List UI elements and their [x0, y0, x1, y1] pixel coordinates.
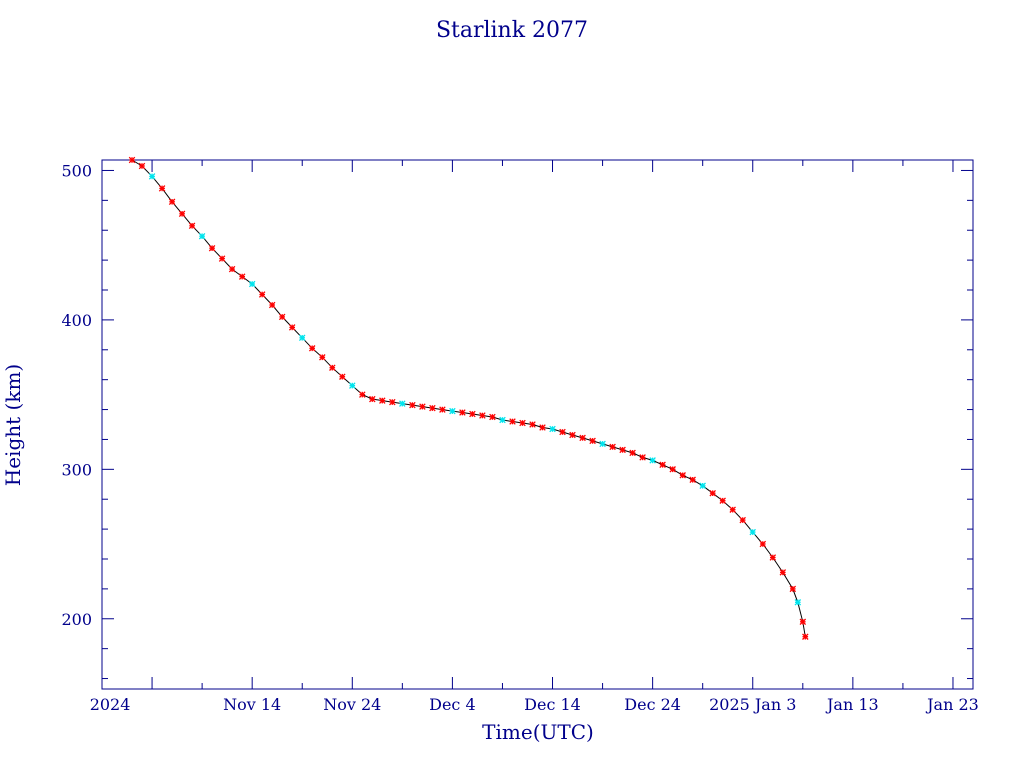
data-point [198, 232, 206, 240]
data-point [419, 403, 426, 410]
data-point [729, 506, 736, 513]
chart-title: Starlink 2077 [436, 18, 588, 43]
data-point [329, 364, 336, 371]
x-axis-label: Time(UTC) [482, 720, 594, 744]
data-point [308, 345, 316, 352]
data-point [268, 301, 276, 309]
data-point [794, 599, 802, 606]
data-point [128, 156, 136, 164]
data-point [379, 397, 386, 404]
data-point [639, 454, 646, 461]
y-tick-label: 500 [61, 161, 92, 180]
data-point [759, 540, 767, 548]
data-point [719, 497, 726, 504]
x-tick-label: Dec 14 [524, 695, 581, 714]
data-point [679, 472, 686, 479]
data-point [689, 476, 696, 484]
y-tick-label: 200 [61, 610, 92, 629]
data-point [699, 482, 706, 490]
data-point [489, 413, 496, 421]
data-point [319, 354, 326, 361]
x-tick-label: 2024 [90, 695, 131, 714]
x-tick-label: Nov 14 [223, 695, 281, 714]
data-point [258, 291, 266, 298]
y-axis-label: Height (km) [1, 364, 25, 486]
data-point [749, 528, 756, 536]
data-point [659, 461, 666, 469]
data-point [138, 162, 146, 170]
data-point [569, 431, 576, 439]
data-point [499, 416, 506, 424]
x-tick-label: Nov 24 [323, 695, 381, 714]
plot-frame [101, 159, 974, 690]
data-point [389, 398, 396, 406]
data-point [599, 440, 606, 448]
data-point [559, 428, 566, 436]
data-point [739, 516, 746, 524]
decay-line [131, 159, 806, 637]
axis-ticks [101, 160, 973, 689]
data-point [619, 446, 626, 454]
data-point [148, 173, 156, 180]
data-point [799, 618, 807, 626]
y-tick-labels: 200 300 400 500 [61, 161, 92, 628]
data-point [188, 222, 196, 230]
data-point [539, 424, 546, 431]
data-point [579, 434, 586, 442]
data-point [789, 585, 797, 593]
data-point [359, 391, 366, 398]
data-point [178, 210, 186, 218]
data-point [629, 449, 636, 457]
data-point [228, 265, 236, 273]
data-point [369, 395, 376, 403]
data-point [469, 410, 476, 418]
data-point [459, 409, 466, 416]
data-point [509, 418, 516, 425]
x-tick-label: Dec 4 [429, 695, 476, 714]
data-point [529, 421, 536, 428]
data-point [218, 255, 226, 262]
x-tick-label: 2025 Jan 3 [709, 695, 796, 714]
x-tick-label: Jan 23 [925, 695, 979, 714]
data-point [399, 400, 406, 407]
data-point [278, 313, 286, 321]
data-point [349, 382, 356, 389]
data-point [479, 412, 486, 419]
data-point [208, 244, 216, 252]
data-point [669, 466, 676, 473]
data-point [519, 419, 526, 427]
data-points [128, 156, 809, 640]
data-point [589, 437, 596, 445]
x-tick-labels: 2024 Nov 14 Nov 24 Dec 4 Dec 14 Dec 24 2025 Ja… [90, 695, 979, 714]
data-point [168, 198, 176, 206]
data-point [439, 406, 446, 413]
data-point [158, 185, 166, 192]
x-tick-label: Dec 24 [624, 695, 681, 714]
data-point [549, 425, 556, 433]
y-tick-label: 300 [61, 460, 92, 479]
data-point [248, 280, 256, 288]
data-point [449, 407, 456, 415]
data-point [609, 443, 616, 451]
data-point [288, 324, 296, 331]
data-point [709, 489, 716, 497]
data-point [779, 569, 787, 576]
data-point [238, 273, 246, 280]
data-point [802, 633, 809, 640]
data-point [409, 401, 416, 409]
data-point [339, 373, 346, 380]
y-tick-label: 400 [61, 311, 92, 330]
data-point [769, 554, 777, 561]
data-point [649, 457, 656, 464]
data-point [298, 334, 306, 342]
data-point [429, 404, 436, 412]
x-tick-label: Jan 13 [825, 695, 879, 714]
